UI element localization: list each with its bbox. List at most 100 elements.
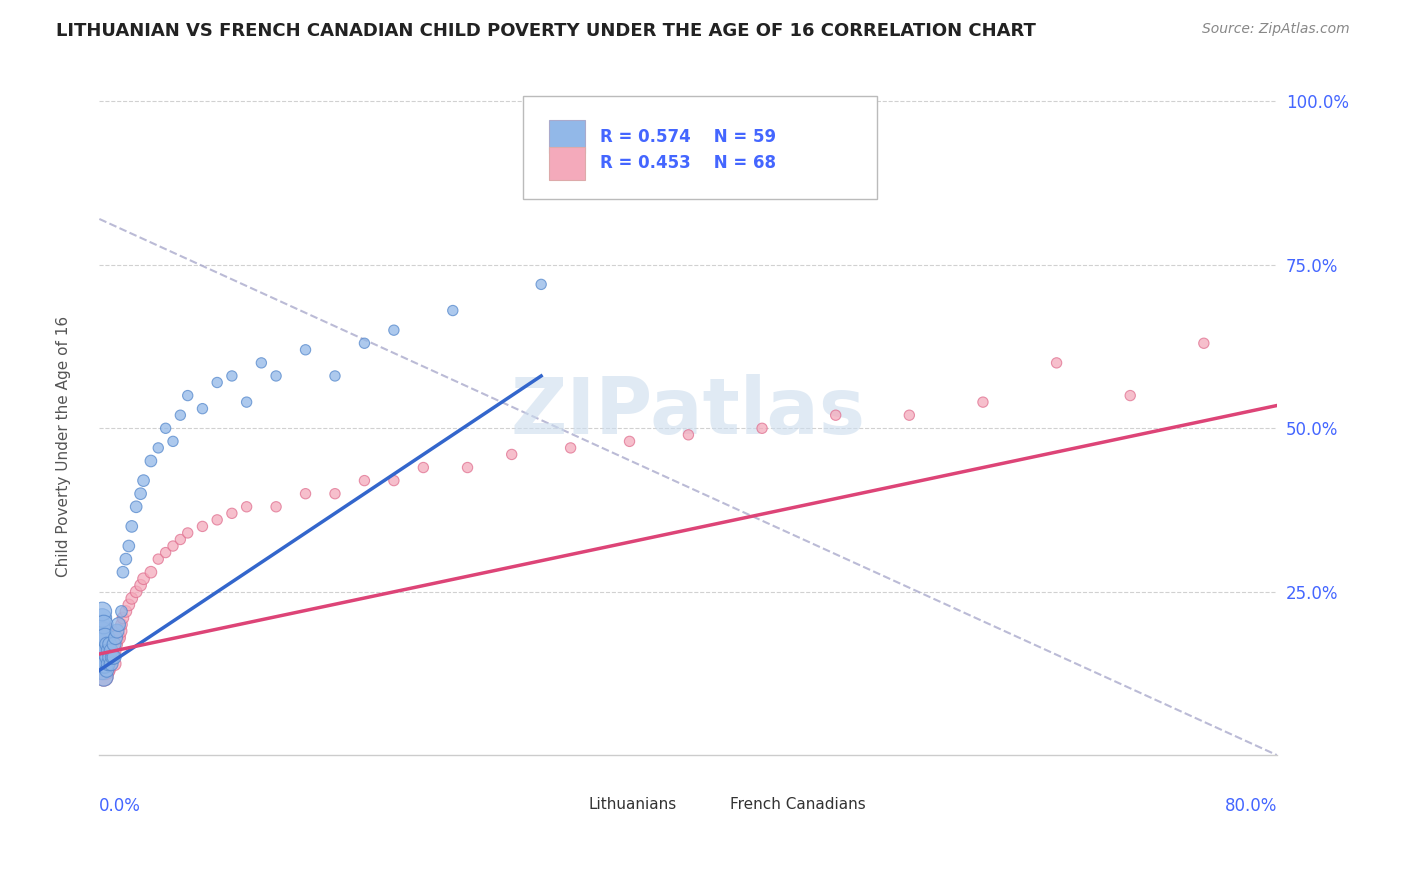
Point: [110, 604, 132, 618]
Point: [98, 650, 121, 665]
Point: [91, 637, 114, 651]
Point: [91, 611, 114, 625]
Point: [177, 525, 200, 540]
Point: [93, 624, 115, 638]
Point: [125, 584, 148, 599]
Point: [91, 663, 114, 677]
Point: [98, 657, 121, 671]
Point: [105, 631, 128, 645]
Text: LITHUANIAN VS FRENCH CANADIAN CHILD POVERTY UNDER THE AGE OF 16 CORRELATION CHAR: LITHUANIAN VS FRENCH CANADIAN CHILD POVE…: [56, 22, 1036, 40]
Point: [1045, 356, 1067, 370]
Bar: [550, 147, 585, 180]
Point: [382, 323, 405, 337]
Point: [441, 303, 464, 318]
Point: [90, 643, 112, 657]
Point: [1119, 388, 1142, 402]
Point: [93, 631, 115, 645]
Point: [132, 474, 155, 488]
Point: [90, 657, 112, 671]
Point: [93, 631, 115, 645]
Point: [91, 663, 114, 677]
Bar: [553, 794, 579, 816]
Point: [155, 421, 177, 435]
Point: [97, 663, 120, 677]
Point: [118, 598, 141, 612]
Point: [162, 539, 184, 553]
Point: [107, 631, 129, 645]
Point: [108, 624, 131, 638]
Point: [93, 643, 115, 657]
Point: [103, 637, 125, 651]
Point: [1192, 336, 1215, 351]
Point: [155, 545, 177, 559]
Point: [353, 336, 375, 351]
Point: [91, 631, 114, 645]
Point: [91, 650, 114, 665]
Point: [90, 657, 112, 671]
Point: [148, 441, 170, 455]
Point: [115, 604, 138, 618]
Point: [560, 441, 582, 455]
Point: [94, 650, 117, 665]
Point: [103, 650, 125, 665]
Point: [148, 552, 170, 566]
Point: [104, 637, 127, 651]
Text: ZIPatlas: ZIPatlas: [510, 374, 866, 450]
Point: [121, 591, 143, 606]
Point: [97, 643, 120, 657]
Point: [125, 500, 148, 514]
Point: [100, 643, 122, 657]
Point: [169, 408, 191, 422]
Point: [97, 657, 120, 671]
Point: [162, 434, 184, 449]
Point: [93, 657, 115, 671]
Point: [94, 637, 117, 651]
Point: [91, 604, 114, 618]
Point: [129, 486, 152, 500]
Point: [101, 650, 124, 665]
Point: [93, 657, 115, 671]
Point: [91, 650, 114, 665]
Point: [90, 643, 112, 657]
Point: [90, 617, 112, 632]
Point: [98, 637, 121, 651]
Point: [111, 611, 134, 625]
Point: [169, 533, 191, 547]
Point: [132, 572, 155, 586]
Point: [94, 631, 117, 645]
Point: [264, 500, 287, 514]
Point: [898, 408, 921, 422]
Point: [100, 637, 122, 651]
Point: [93, 643, 115, 657]
Point: [101, 650, 124, 665]
Point: [93, 670, 115, 684]
Point: [221, 506, 243, 520]
Point: [94, 624, 117, 638]
Point: [353, 474, 375, 488]
Point: [96, 663, 118, 677]
Point: [382, 474, 405, 488]
Point: [250, 356, 273, 370]
Point: [205, 513, 228, 527]
Point: [619, 434, 641, 449]
Point: [294, 343, 316, 357]
Point: [294, 486, 316, 500]
Point: [103, 657, 125, 671]
Point: [121, 519, 143, 533]
Point: [323, 486, 346, 500]
Point: [323, 368, 346, 383]
Point: [530, 277, 553, 292]
FancyBboxPatch shape: [523, 96, 877, 199]
Point: [100, 650, 122, 665]
Point: [111, 565, 134, 579]
Point: [129, 578, 152, 592]
Point: [93, 617, 115, 632]
Point: [103, 643, 125, 657]
Point: [177, 388, 200, 402]
Text: 80.0%: 80.0%: [1225, 797, 1278, 814]
Point: [824, 408, 846, 422]
Point: [98, 643, 121, 657]
Point: [100, 657, 122, 671]
Text: Lithuanians: Lithuanians: [588, 797, 676, 813]
Point: [118, 539, 141, 553]
